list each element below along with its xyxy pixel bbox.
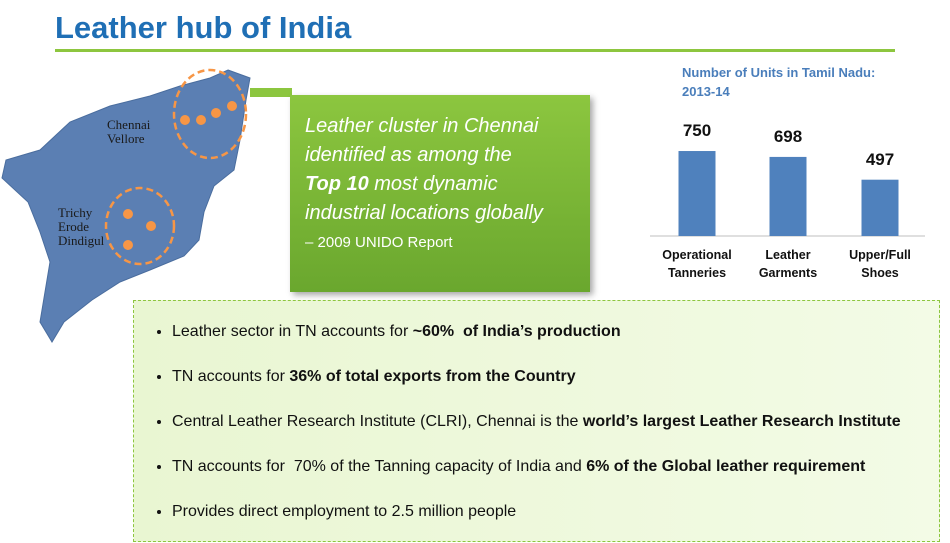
map-label: Trichy Erode Dindigul	[58, 206, 104, 248]
bullet: TN accounts for 36% of total exports fro…	[172, 363, 950, 408]
map-label: Chennai Vellore	[107, 118, 150, 146]
text-segment: Top 10	[305, 173, 369, 195]
map-label-line: Chennai	[107, 117, 151, 132]
text-segment: world’s largest Leather Research Institu…	[582, 413, 901, 430]
callout-source: – 2009 UNIDO Report	[305, 234, 453, 251]
cluster-dots	[123, 101, 237, 250]
slide-title: Leather hub of India	[55, 10, 352, 45]
map-label-line: Trichy	[58, 205, 93, 220]
data-label: 497	[865, 149, 895, 169]
callout-line: Top 10 most dynamic	[305, 170, 590, 199]
text-segment: ~60% of India’s production	[412, 323, 621, 340]
callout-line: industrial locations globally	[305, 199, 590, 228]
map	[1, 69, 251, 343]
text-segment: 36% of total exports from the Country	[289, 368, 576, 385]
text-segment: Leather cluster in Chennai	[305, 115, 539, 137]
bar	[861, 179, 899, 236]
x-tick-label: Upper/Full Shoes	[849, 248, 911, 280]
text-segment: 6% of the Global leather requirement	[586, 458, 866, 475]
callout-tab	[250, 88, 292, 97]
text-segment: identified as among the	[305, 144, 512, 166]
bullet-list: Leather sector in TN accounts for ~60% o…	[140, 318, 950, 543]
data-label: 750	[682, 121, 712, 141]
callout-text: Leather cluster in Chennai identified as …	[305, 112, 590, 257]
callout-line: identified as among the	[305, 141, 590, 170]
callout-line: Leather cluster in Chennai	[305, 112, 590, 141]
bar	[769, 156, 807, 236]
chart-title: Number of Units in Tamil Nadu: 2013-14	[682, 65, 876, 99]
bar	[678, 151, 716, 236]
text-segment: Central Leather Research Institute (CLRI…	[172, 413, 583, 430]
cluster-ring	[104, 186, 176, 266]
title-rule	[55, 49, 895, 52]
bullet: Leather sector in TN accounts for ~60% o…	[172, 318, 950, 363]
text-segment: most dynamic	[368, 173, 498, 195]
text-segment: Leather sector in TN accounts for	[172, 323, 413, 340]
x-tick-label: Operational Tanneries	[662, 248, 732, 280]
data-label: 698	[773, 126, 803, 146]
map-label-line: Vellore	[107, 131, 145, 146]
text-segment: TN accounts for	[172, 368, 290, 385]
map-label-line: Erode	[58, 219, 90, 234]
callout-box	[290, 95, 590, 292]
text-segment: TN accounts for 70% of the Tanning capac…	[172, 458, 587, 475]
cluster-ring	[172, 68, 248, 160]
bullets-box	[133, 300, 940, 542]
map-label-line: Dindigul	[58, 233, 105, 248]
bullet: Provides direct employment to 2.5 millio…	[172, 498, 950, 543]
bullet: TN accounts for 70% of the Tanning capac…	[172, 453, 950, 498]
x-tick-label: Leather Garments	[758, 248, 818, 280]
bullet: Central Leather Research Institute (CLRI…	[172, 408, 950, 453]
text-segment: industrial locations globally	[305, 202, 543, 224]
text-segment: Provides direct employment to 2.5 millio…	[172, 503, 517, 520]
